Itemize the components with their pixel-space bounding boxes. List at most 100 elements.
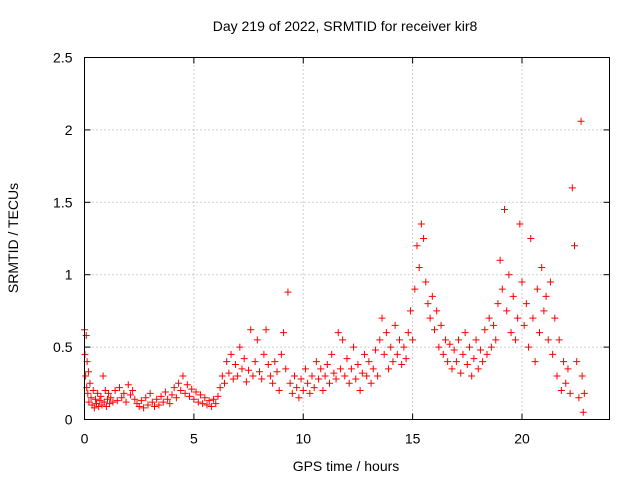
data-point <box>520 321 528 329</box>
data-point <box>542 292 550 300</box>
data-point <box>448 365 456 373</box>
data-point <box>409 336 417 344</box>
data-point <box>514 314 522 322</box>
data-point <box>380 350 388 358</box>
x-tick-label: 20 <box>514 431 530 447</box>
data-point <box>135 402 143 410</box>
data-point <box>308 372 316 380</box>
data-point <box>549 350 557 358</box>
data-point <box>85 398 93 406</box>
data-point <box>455 336 463 344</box>
y-axis-label: SRMTID / TECUs <box>5 183 21 293</box>
data-point <box>225 369 233 377</box>
data-point <box>148 398 156 406</box>
data-point <box>100 398 108 406</box>
data-point <box>577 117 585 125</box>
data-point <box>161 388 169 396</box>
data-point <box>411 285 419 293</box>
data-point <box>376 336 384 344</box>
data-point <box>111 387 119 395</box>
data-point <box>387 343 395 351</box>
data-point <box>264 360 272 368</box>
data-point <box>420 235 428 242</box>
data-point <box>474 365 482 373</box>
data-point <box>304 379 312 387</box>
data-point <box>466 343 473 351</box>
data-point <box>310 384 318 392</box>
data-point <box>568 184 576 192</box>
data-point <box>496 256 504 264</box>
data-point <box>97 392 105 400</box>
data-point <box>347 365 355 373</box>
data-point <box>326 379 333 387</box>
data-point <box>216 384 224 392</box>
data-point <box>522 300 530 308</box>
data-point <box>437 321 445 329</box>
data-point <box>518 278 526 286</box>
data-point <box>118 394 126 402</box>
data-point <box>179 372 187 380</box>
x-tick-label: 0 <box>81 431 89 447</box>
data-point <box>389 358 397 366</box>
data-point <box>175 379 183 387</box>
data-point <box>579 408 587 416</box>
data-point <box>365 358 373 366</box>
data-point <box>199 400 207 408</box>
data-point <box>164 395 172 403</box>
data-point <box>89 387 97 395</box>
data-point <box>190 395 198 403</box>
data-point <box>159 398 167 406</box>
data-point <box>266 372 274 380</box>
data-point <box>332 375 340 383</box>
data-point <box>428 292 436 300</box>
data-point <box>96 397 104 405</box>
data-point <box>275 387 283 395</box>
data-point <box>529 314 537 322</box>
data-point <box>487 343 495 351</box>
data-point <box>404 329 412 337</box>
data-point <box>485 314 493 322</box>
data-point <box>99 372 107 380</box>
data-point <box>356 387 364 395</box>
data-point <box>87 394 95 402</box>
y-tick-label: 1.5 <box>53 194 73 210</box>
data-point <box>354 360 362 368</box>
data-point <box>424 300 432 308</box>
x-tick-label: 10 <box>295 431 311 447</box>
axis-ticks: 0 5 10 15 20 0 0.5 1 1.5 2 2.5 <box>53 50 610 447</box>
data-point <box>172 394 180 402</box>
data-point <box>113 397 121 405</box>
data-point <box>551 314 559 322</box>
y-tick-label: 0 <box>65 412 73 428</box>
data-point <box>341 372 349 380</box>
data-point <box>227 350 235 358</box>
data-point <box>406 307 414 315</box>
data-point <box>221 379 228 387</box>
data-point <box>441 336 449 344</box>
data-point <box>479 358 487 366</box>
data-point <box>203 401 211 409</box>
data-point <box>229 375 237 383</box>
data-point <box>282 365 290 373</box>
data-point <box>120 389 128 397</box>
data-point <box>369 365 377 373</box>
data-point <box>295 394 303 402</box>
data-point <box>476 346 484 354</box>
data-point <box>492 336 500 344</box>
data-point <box>234 372 242 380</box>
data-point <box>319 387 327 395</box>
data-point <box>361 350 368 358</box>
data-point <box>525 343 533 351</box>
data-point <box>284 288 292 296</box>
data-point <box>140 404 148 412</box>
data-point <box>472 336 480 344</box>
data-point <box>242 378 250 386</box>
data-point <box>256 368 263 376</box>
y-tick-label: 2 <box>65 122 73 138</box>
data-point <box>142 394 150 402</box>
data-point <box>251 358 259 366</box>
data-point <box>90 404 98 412</box>
data-point <box>151 402 158 410</box>
data-point <box>371 346 379 354</box>
data-point <box>306 389 314 397</box>
